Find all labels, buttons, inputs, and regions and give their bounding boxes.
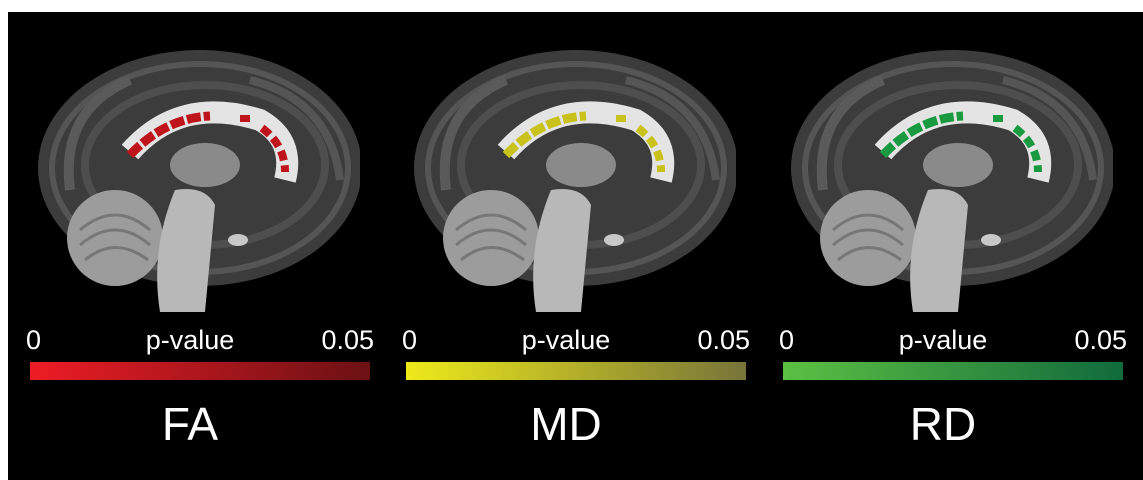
cluster (240, 115, 250, 122)
panel-title: MD (530, 398, 602, 450)
panel-title: RD (910, 398, 976, 450)
cluster (993, 115, 1003, 122)
scale-min: 0 (402, 325, 417, 355)
colorbar (406, 362, 746, 380)
scale-max: 0.05 (1074, 325, 1127, 355)
scale-min: 0 (779, 325, 794, 355)
scale-label: p-value (522, 325, 611, 355)
figure: 0 p-value 0.05 FA 0 p-value 0.05 MD 0 p-value 0.05… (0, 0, 1143, 480)
scale-label: p-value (899, 325, 988, 355)
scale-label: p-value (146, 325, 235, 355)
scale-max: 0.05 (697, 325, 750, 355)
cluster (616, 115, 626, 122)
scale-min: 0 (26, 325, 41, 355)
scale-max: 0.05 (321, 325, 374, 355)
panel-title: FA (162, 398, 219, 450)
colorbar (30, 362, 370, 380)
colorbar (783, 362, 1123, 380)
